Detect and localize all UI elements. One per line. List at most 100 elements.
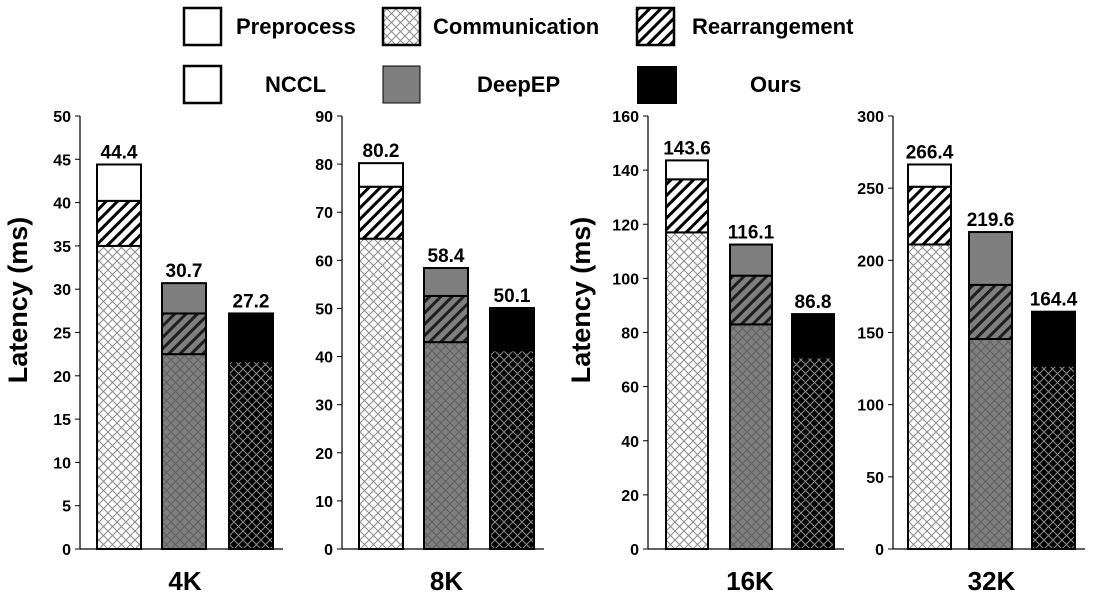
y-tick-label-8k-90: 90 [315,109,333,126]
y-tick-label-16k-80: 80 [621,326,639,343]
bar-32k-nccl-communication [907,243,952,550]
legend-label-deepep: DeepEP [477,72,560,97]
group-label-32k: 32K [968,566,1016,596]
y-tick-label-8k-50: 50 [315,301,333,318]
bar-4k-nccl-preprocess [96,163,142,202]
bar-8k-nccl-communication [358,237,404,551]
y-tick-label-32k-300: 300 [857,109,884,126]
bar-total-label-4k-nccl: 44.4 [101,142,138,163]
legend-label-nccl: NCCL [265,72,326,97]
bar-4k-nccl-rearrangement [96,199,142,247]
y-axis-title-right: Latency (ms) [566,217,596,384]
y-tick-label-4k-45: 45 [53,152,71,169]
y-tick-label-4k-25: 25 [53,326,71,343]
y-tick-label-16k-140: 140 [612,163,639,180]
bar-total-label-4k-ours: 27.2 [233,291,270,312]
bar-total-label-32k-ours: 164.4 [1030,290,1078,311]
y-tick-label-32k-250: 250 [857,181,884,198]
bar-8k-nccl-preprocess [358,162,404,188]
bar-32k-deepep-communication [968,337,1013,550]
y-tick-label-4k-20: 20 [53,369,71,386]
y-axis-title-left: Latency (ms) [3,217,33,384]
bar-4k-deepep-communication [161,353,207,550]
y-tick-label-8k-20: 20 [315,446,333,463]
y-tick-label-16k-120: 120 [612,217,639,234]
legend-label-communication: Communication [433,14,599,39]
y-tick-label-32k-0: 0 [875,542,884,559]
y-tick-label-4k-35: 35 [53,239,71,256]
bar-4k-nccl-communication [96,244,142,550]
legend-swatch-communication [381,6,422,47]
y-tick-label-4k-10: 10 [53,455,71,472]
bar-total-label-8k-deepep: 58.4 [428,246,465,267]
legend-swatch-rearrangement [635,6,676,47]
bar-32k-nccl-preprocess [907,163,952,188]
y-tick-label-16k-0: 0 [630,542,639,559]
bar-8k-deepep-preprocess [423,267,469,297]
y-tick-label-16k-160: 160 [612,109,639,126]
y-tick-label-8k-40: 40 [315,350,333,367]
y-tick-label-4k-30: 30 [53,282,71,299]
bar-total-label-16k-ours: 86.8 [795,292,832,313]
bar-total-label-16k-nccl: 143.6 [663,138,711,159]
bar-32k-deepep-rearrangement [968,283,1013,340]
y-tick-label-4k-50: 50 [53,109,71,126]
y-tick-label-16k-20: 20 [621,488,639,505]
y-tick-label-32k-100: 100 [857,398,884,415]
group-label-16k: 16K [726,566,774,596]
group-label-4k: 4K [168,566,201,596]
bar-total-label-8k-nccl: 80.2 [363,141,400,162]
bar-total-label-32k-nccl: 266.4 [906,142,954,163]
bar-32k-deepep-preprocess [968,231,1013,286]
bar-4k-deepep-rearrangement [161,312,207,356]
y-tick-label-4k-0: 0 [62,542,71,559]
bar-total-label-8k-ours: 50.1 [494,286,531,307]
panel-16k: 0 20 40 60 80 100 120 140 160 143.6 116.1 86.8 16K [612,109,844,596]
y-tick-label-8k-10: 10 [315,494,333,511]
y-tick-label-4k-15: 15 [53,412,71,429]
bar-32k-ours-preprocess [1031,310,1076,367]
bar-16k-nccl-communication [665,231,709,550]
bar-8k-ours-preprocess [489,306,535,352]
y-tick-label-8k-0: 0 [324,542,333,559]
bar-total-label-4k-deepep: 30.7 [166,261,203,282]
bar-8k-deepep-rearrangement [423,294,469,344]
bar-16k-ours-communication [791,356,835,550]
panel-8k: 0 10 20 30 40 50 60 70 80 90 80.2 58.4 50.1 8K [315,109,544,596]
panel-32k: 0 50 100 150 200 250 300 266.4 219.6 164.4 32K [857,109,1085,596]
y-tick-label-32k-150: 150 [857,326,884,343]
bar-16k-nccl-rearrangement [665,178,709,234]
bar-8k-nccl-rearrangement [358,185,404,240]
y-tick-label-8k-60: 60 [315,253,333,270]
legend-swatch-deepep [382,65,421,104]
bar-16k-deepep-communication [729,323,773,550]
y-tick-label-16k-100: 100 [612,271,639,288]
bar-4k-ours-preprocess [228,312,274,363]
legend: Preprocess Communication Rearrangement N… [182,6,854,105]
legend-swatch-ours [637,66,677,104]
bar-8k-ours-communication [489,349,535,550]
y-tick-label-16k-40: 40 [621,434,639,451]
y-tick-label-8k-30: 30 [315,398,333,415]
bar-32k-nccl-rearrangement [907,185,952,246]
bar-16k-ours-preprocess [791,313,835,359]
y-tick-label-16k-60: 60 [621,380,639,397]
y-tick-label-8k-70: 70 [315,205,333,222]
legend-swatch-nccl [182,64,223,105]
bar-8k-deepep-communication [423,341,469,550]
group-label-8k: 8K [430,566,463,596]
y-tick-label-32k-50: 50 [866,470,884,487]
bar-4k-deepep-preprocess [161,282,207,315]
legend-label-rearrangement: Rearrangement [692,14,854,39]
y-tick-label-4k-5: 5 [62,499,71,516]
bar-16k-deepep-preprocess [729,243,773,277]
legend-label-preprocess: Preprocess [236,14,356,39]
bar-16k-deepep-rearrangement [729,274,773,326]
y-tick-label-4k-40: 40 [53,196,71,213]
legend-swatch-preprocess [182,6,223,47]
panel-4k: 0 5 10 15 20 25 30 35 40 45 50 44.4 30.7 27.2 4K [53,109,283,596]
y-tick-label-8k-80: 80 [315,157,333,174]
legend-label-ours: Ours [750,72,801,97]
y-tick-label-32k-200: 200 [857,253,884,270]
